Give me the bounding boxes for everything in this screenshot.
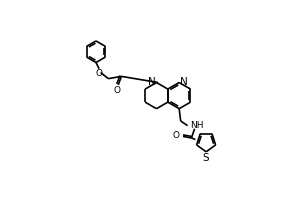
Text: S: S — [203, 153, 209, 163]
Text: O: O — [96, 69, 103, 78]
Text: N: N — [148, 77, 156, 87]
Text: O: O — [173, 131, 180, 140]
Text: N: N — [180, 77, 188, 87]
Text: O: O — [113, 86, 120, 95]
Text: NH: NH — [190, 121, 203, 130]
